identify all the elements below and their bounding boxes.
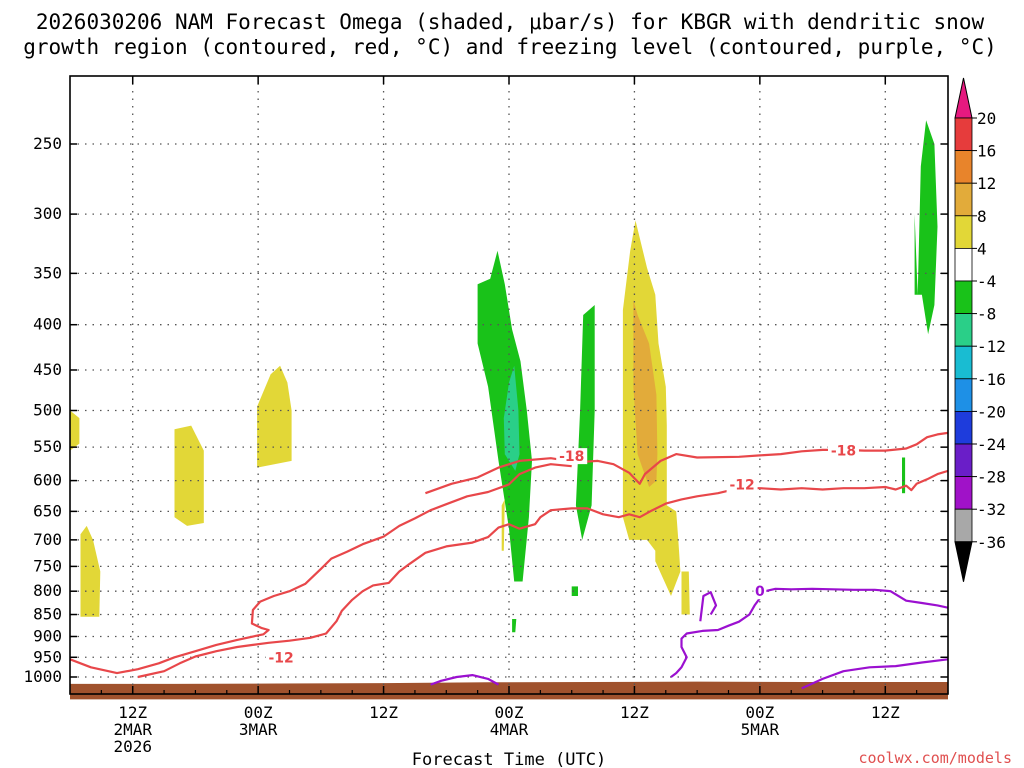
- colorbar-bin-3: [954, 215, 973, 249]
- dgz-contour-label-0: -18: [831, 444, 856, 460]
- x-tick-label-6-1: 2MAR: [113, 720, 152, 739]
- y-tick-label-850: 850: [33, 605, 62, 624]
- colorbar-bin-10: [954, 443, 973, 477]
- omega-region-13: [914, 120, 938, 335]
- colorbar-label-13: -36: [977, 533, 1006, 552]
- dgz-contour-label-bg-3: [265, 649, 297, 666]
- colorbar-bottom-arrow: [954, 541, 973, 582]
- y-tick-label-250: 250: [33, 134, 62, 153]
- dgz-contour-label-bg-1: [556, 448, 588, 465]
- omega-region-3: [257, 365, 292, 468]
- freezing-contour-line-2: [699, 591, 718, 622]
- colorbar-label-12: -32: [977, 500, 1006, 519]
- omega-region-1: [80, 525, 101, 617]
- x-axis-title: Forecast Time (UTC): [412, 750, 606, 768]
- colorbar-bin-11: [954, 476, 973, 510]
- colorbar-bin-5: [954, 280, 973, 314]
- x-tick-label-66-0: 00Z: [745, 703, 774, 722]
- x-tick-label-18-1: 3MAR: [239, 720, 278, 739]
- dgz-contour-label-2: -12: [729, 477, 754, 493]
- colorbar-label-1: 16: [977, 142, 996, 161]
- y-tick-label-400: 400: [33, 315, 62, 334]
- omega-region-7: [571, 586, 578, 596]
- x-tick-label-78-0: 12Z: [871, 703, 900, 722]
- x-tick-label-6-0: 12Z: [118, 703, 147, 722]
- y-tick-label-550: 550: [33, 437, 62, 456]
- y-tick-label-800: 800: [33, 581, 62, 600]
- colorbar-label-10: -24: [977, 435, 1006, 454]
- dgz-contour-line-2: [137, 469, 948, 679]
- x-tick-label-6-2: 2026: [113, 737, 152, 756]
- colorbar-label-9: -20: [977, 402, 1006, 421]
- freezing-contour-line-3: [801, 658, 948, 690]
- y-tick-label-350: 350: [33, 263, 62, 282]
- x-tick-label-42-1: 4MAR: [490, 720, 529, 739]
- dgz-contour-label-bg-0: [827, 442, 859, 459]
- x-tick-label-18-0: 00Z: [244, 703, 273, 722]
- x-tick-label-30-0: 12Z: [369, 703, 398, 722]
- colorbar-label-4: 4: [977, 239, 987, 258]
- y-tick-label-700: 700: [33, 530, 62, 549]
- freezing-contour-label-bg-1: [753, 583, 767, 600]
- freezing-contour-line-1: [670, 587, 948, 678]
- y-tick-label-1000: 1000: [23, 667, 62, 686]
- colorbar-bin-4: [954, 247, 973, 282]
- x-tick-label-42-0: 00Z: [495, 703, 524, 722]
- dgz-contour-label-3: -12: [268, 650, 293, 666]
- dgz-contour-label-1: -18: [559, 449, 584, 465]
- omega-region-0: [70, 410, 80, 451]
- y-tick-label-650: 650: [33, 501, 62, 520]
- omega-region-2: [174, 425, 204, 526]
- y-tick-label-300: 300: [33, 204, 62, 223]
- colorbar-label-6: -8: [977, 305, 996, 324]
- colorbar-bin-12: [954, 508, 973, 543]
- omega-region-8: [512, 619, 517, 633]
- colorbar-label-5: -4: [977, 272, 996, 291]
- colorbar-label-2: 12: [977, 174, 996, 193]
- colorbar-label-3: 8: [977, 207, 987, 226]
- y-tick-label-600: 600: [33, 471, 62, 490]
- omega-region-14: [902, 457, 906, 494]
- credit-text: coolwx.com/models: [858, 749, 1012, 767]
- colorbar-bin-2: [954, 182, 973, 217]
- chart-title-line1: 2026030206 NAM Forecast Omega (shaded, μ…: [36, 10, 985, 34]
- colorbar-bin-6: [954, 313, 973, 347]
- dgz-contour-label-bg-2: [726, 476, 758, 493]
- colorbar-label-7: -12: [977, 337, 1006, 356]
- colorbar-top-arrow: [954, 77, 973, 119]
- colorbar-bin-0: [954, 117, 973, 151]
- x-tick-label-66-1: 5MAR: [741, 720, 780, 739]
- colorbar-label-0: 20: [977, 109, 996, 128]
- dgz-contour-line-0: [425, 431, 948, 495]
- grid-layer: [70, 76, 948, 694]
- x-tick-label-54-0: 12Z: [620, 703, 649, 722]
- colorbar-bin-8: [954, 378, 973, 412]
- contour-layer: -18 -18 -12 -12 0: [70, 431, 948, 690]
- omega-region-5: [503, 365, 520, 471]
- y-tick-label-500: 500: [33, 401, 62, 420]
- omega-shading-layer: [70, 120, 938, 633]
- colorbar-bin-9: [954, 410, 973, 445]
- omega-region-6: [575, 305, 595, 540]
- y-tick-label-450: 450: [33, 360, 62, 379]
- y-tick-label-750: 750: [33, 556, 62, 575]
- y-tick-label-950: 950: [33, 647, 62, 666]
- freezing-contour-label-1: 0: [755, 584, 765, 600]
- colorbar-bin-1: [954, 150, 973, 184]
- colorbar-label-11: -28: [977, 468, 1006, 487]
- omega-colorbar: 20 16 12 8 4 -4 -8 -12 -16 -20 -24 -28 -32 -36: [954, 77, 1006, 582]
- chart-title-line2: growth region (contoured, red, °C) and f…: [23, 35, 997, 59]
- colorbar-bin-7: [954, 345, 973, 380]
- colorbar-label-8: -16: [977, 370, 1006, 389]
- y-tick-label-900: 900: [33, 626, 62, 645]
- dgz-contour-line-3: [70, 463, 572, 675]
- omega-region-12: [681, 571, 690, 615]
- axes-layer: 250 300 350 400 450 500 550 600 650 700 750 800 850 9…: [23, 75, 949, 756]
- omega-region-11: [633, 299, 658, 487]
- freezing-contour-line-0: [430, 673, 500, 686]
